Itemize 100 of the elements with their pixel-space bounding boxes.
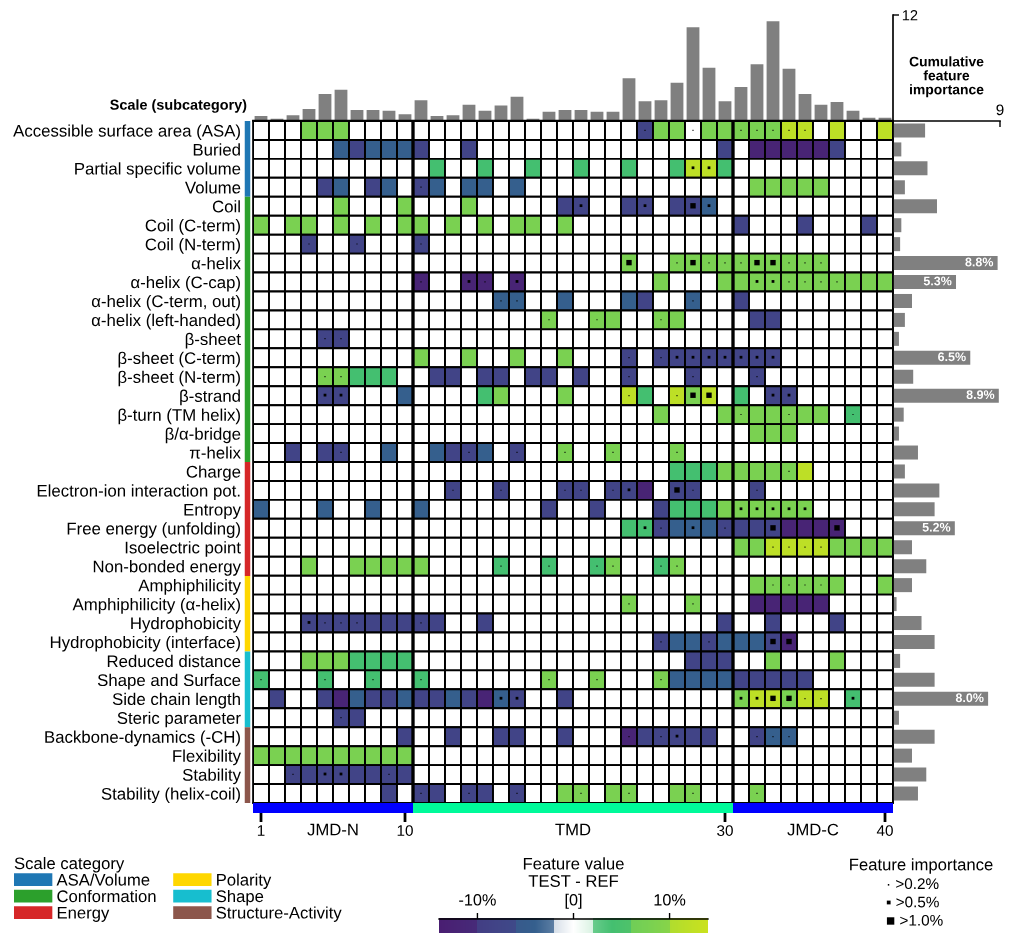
data-label: ▪ xyxy=(627,488,631,492)
data-label: · xyxy=(772,584,774,586)
data-label: ▪ xyxy=(771,355,775,359)
data-label: · xyxy=(420,281,422,283)
y-tick-label: α-helix (C-cap) xyxy=(131,275,240,292)
data-label: · xyxy=(660,319,662,321)
data-label: · xyxy=(292,773,294,776)
data-label: · xyxy=(804,546,806,548)
x-tick-label: 30 xyxy=(717,825,733,836)
data-label: ▪ xyxy=(643,204,647,208)
data-label: ■ xyxy=(770,695,776,702)
data-label: ▪ xyxy=(771,280,775,283)
y-tick-label: Steric parameter xyxy=(117,711,241,728)
data-label: ▪ xyxy=(307,621,311,624)
legend-label: Conformation xyxy=(57,889,156,903)
data-label: · xyxy=(740,129,742,131)
data-label: ▪ xyxy=(739,696,743,700)
data-label: ■ xyxy=(690,203,696,209)
data-label: · xyxy=(340,376,342,378)
legend-label: Energy xyxy=(57,906,110,922)
data-label: · xyxy=(308,243,310,245)
data-label: ▪ xyxy=(707,166,711,170)
data-label: ▪ xyxy=(323,772,327,776)
data-label: ■ xyxy=(770,638,776,645)
series-label: JMD-N xyxy=(307,823,358,836)
y-tick-label: Stability xyxy=(182,768,241,785)
data-label: ▪ xyxy=(739,355,743,359)
data-label: · xyxy=(468,792,470,794)
y-tick-label: Shape and Surface xyxy=(97,673,241,690)
data-label: ■ xyxy=(786,695,792,702)
data-label: ▪ xyxy=(787,507,791,511)
legend-label: Structure-Activity xyxy=(216,906,342,922)
data-label: · xyxy=(788,281,790,283)
data-label: · xyxy=(420,186,422,188)
data-label: · xyxy=(804,262,806,264)
data-label: ▪ xyxy=(515,280,519,283)
data-label: ▪ xyxy=(771,393,775,397)
data-label: ▪ xyxy=(707,204,711,208)
data-label: ▪ xyxy=(723,355,727,359)
data-label: · xyxy=(468,451,470,453)
data-label: · xyxy=(388,773,390,776)
y-tick-label: Side chain length xyxy=(112,692,240,709)
y-tick-label: Coil (N-term) xyxy=(145,238,240,254)
data-label: · xyxy=(660,641,662,643)
data-label: ■ xyxy=(690,259,696,266)
data-label: · xyxy=(676,394,678,397)
data-label: ▪ xyxy=(755,507,759,511)
data-label: ▪ xyxy=(851,696,855,700)
data-label: · xyxy=(644,129,646,131)
y-tick-label: α-helix (C-term, out) xyxy=(91,294,240,311)
data-label: · xyxy=(804,584,806,586)
data-label: · xyxy=(628,603,630,605)
color-bar-label: [0] xyxy=(565,893,582,909)
series-label: TMD xyxy=(555,823,591,836)
data-label: · xyxy=(324,679,326,681)
data-label: · xyxy=(628,357,630,359)
data-label: ▪ xyxy=(787,393,791,397)
y-tick-label: Amphiphilicity xyxy=(138,579,241,595)
data-label: · xyxy=(676,451,678,453)
color-bar-label: -10% xyxy=(459,894,496,906)
color-bar-label: 10% xyxy=(654,894,686,906)
data-label: · xyxy=(356,622,358,624)
data-label: ▪ xyxy=(691,166,695,170)
data-label: · xyxy=(692,129,694,131)
data-label: · xyxy=(692,603,694,605)
data-label: ▪ xyxy=(675,734,679,738)
data-label: · xyxy=(804,698,806,700)
data-label: · xyxy=(676,262,678,264)
data-label: · xyxy=(372,679,374,681)
data-label: ■ xyxy=(834,525,840,531)
data-label: · xyxy=(500,565,502,567)
data-label: 8.0% xyxy=(955,693,984,703)
y-tick-label: π-helix xyxy=(189,446,241,459)
data-label: · xyxy=(820,546,822,548)
y-tick-label: Flexibility xyxy=(173,749,241,766)
data-label: ■ xyxy=(626,259,632,266)
data-label: ■ xyxy=(786,638,792,645)
series-label: JMD-C xyxy=(787,823,839,836)
data-label: ▪ xyxy=(339,393,343,397)
data-label: · xyxy=(772,735,774,738)
x-tick-label: 1 xyxy=(257,825,265,836)
data-label: ▪ xyxy=(691,526,695,530)
data-label: · xyxy=(756,792,758,794)
data-label: · xyxy=(596,565,598,567)
data-label: · xyxy=(740,413,742,416)
data-label: · xyxy=(708,262,710,264)
data-label: · xyxy=(708,641,710,643)
y-tick-label: Coil xyxy=(212,200,240,213)
data-label: · xyxy=(612,565,614,567)
data-label: · xyxy=(724,527,726,529)
data-label: · xyxy=(356,243,358,245)
data-label: · xyxy=(820,698,822,700)
data-label: · xyxy=(580,792,582,794)
data-label: · xyxy=(420,679,422,681)
data-label: ▪ xyxy=(499,696,503,700)
y-tick-label: Buried xyxy=(193,143,240,156)
data-label: · xyxy=(788,584,790,586)
y-tick-label: Non-bonded energy xyxy=(93,560,241,576)
data-label: · xyxy=(612,451,614,453)
data-label: · xyxy=(820,262,822,264)
